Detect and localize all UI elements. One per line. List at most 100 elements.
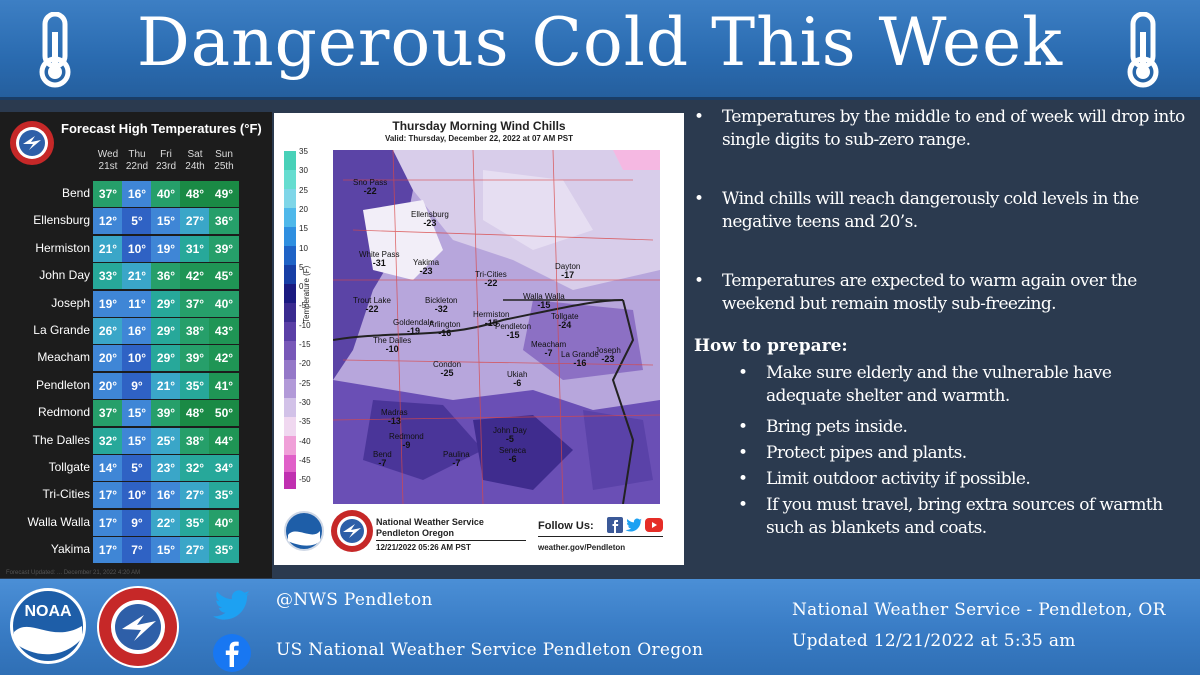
forecast-row: John Day 33° 21° 36° 42° 45° (0, 263, 272, 290)
forecast-day-name: Sat (187, 149, 203, 160)
forecast-temp-cell: 32° (93, 427, 123, 454)
legend-tick-label: -5 (299, 301, 307, 311)
forecast-temp-cell: 38° (180, 318, 210, 344)
legend-tick-label: 20 (299, 204, 308, 214)
forecast-temp-cell: 48° (180, 181, 210, 207)
map-location-name: Tollgate (551, 312, 579, 321)
office-name: National Weather Service - Pendleton, OR (792, 600, 1166, 620)
map-location-value: -6 (508, 454, 517, 464)
facebook-icon[interactable] (607, 517, 623, 533)
forecast-temp-cell: 25° (151, 427, 181, 454)
forecast-temp-cell: 10° (122, 235, 152, 262)
forecast-city: Ellensburg (33, 213, 90, 228)
forecast-temp-cell: 35° (209, 537, 239, 564)
map-location-name: Dayton (555, 262, 581, 271)
forecast-city: John Day (39, 268, 90, 283)
forecast-city: The Dalles (32, 432, 90, 447)
map-location-value: -5 (505, 434, 514, 444)
map-location-value: -13 (387, 416, 401, 426)
map-footer-org-line1: National Weather Service (376, 517, 484, 527)
forecast-city: Tri-Cities (42, 487, 90, 502)
map-location-name: Condon (433, 360, 462, 369)
forecast-day-headers: Wed 21st Thu 22nd Fri 23rd Sat 24th Sun 25th (93, 149, 267, 175)
forecast-temp-cell: 27° (180, 482, 210, 509)
twitter-icon[interactable] (625, 517, 643, 533)
forecast-temp-cell: 39° (151, 400, 181, 427)
map-location-value: -31 (372, 258, 386, 268)
legend-tick-label: -30 (299, 397, 311, 407)
wind-chill-map: Sno Pass -22 Ellensburg -23 White Pass -31 Yak… (332, 149, 661, 505)
forecast-temp-cell: 27° (180, 537, 210, 564)
map-location-name: Goldendale (393, 318, 434, 327)
prepare-heading: How to prepare: (694, 336, 848, 356)
map-location-value: -16 (438, 328, 452, 338)
map-location-label: Bend -7 (373, 450, 392, 468)
noaa-logo-icon (284, 511, 324, 551)
wind-chill-map-card: Thursday Morning Wind Chills Valid: Thur… (274, 113, 684, 565)
updated-time: Updated 12/21/2022 at 5:35 am (792, 631, 1076, 651)
forecast-temp-cell: 41° (209, 372, 239, 399)
map-footer: National Weather Service Pendleton Orego… (274, 505, 684, 565)
forecast-temp-cell: 40° (209, 509, 239, 536)
forecast-temp-cell: 39° (180, 345, 210, 372)
forecast-temp-cell: 16° (122, 318, 152, 344)
forecast-temp-cell: 10° (122, 482, 152, 509)
forecast-day-date: 23rd (155, 161, 176, 172)
forecast-footnote: Forecast Updated: ... December 21, 2022 … (6, 570, 141, 576)
forecast-temp-cell: 5° (122, 208, 152, 235)
forecast-temp-cell: 19° (151, 235, 181, 262)
map-location-value: -22 (363, 186, 377, 196)
map-location-value: -23 (601, 354, 615, 364)
follow-us-label: Follow Us: (538, 520, 594, 532)
forecast-temp-cell: 29° (151, 345, 181, 372)
forecast-title: Forecast High Temperatures (°F) (61, 121, 262, 136)
forecast-temp-cell: 20° (93, 372, 123, 399)
forecast-temp-cell: 22° (151, 509, 181, 536)
forecast-temp-cell: 29° (151, 290, 181, 317)
forecast-day-name: Fri (160, 149, 172, 160)
legend-tick-label: 0 (299, 282, 304, 292)
forecast-temp-cell: 33° (93, 263, 123, 290)
map-location-value: -15 (506, 330, 520, 340)
forecast-temp-cell: 20° (93, 345, 123, 372)
forecast-high-temps-panel: Forecast High Temperatures (°F) Wed 21st T… (0, 112, 272, 578)
map-location-label: Seneca -6 (499, 446, 526, 464)
forecast-temp-cell: 23° (151, 455, 181, 481)
twitter-icon[interactable] (210, 587, 254, 623)
forecast-city: Pendleton (35, 377, 90, 392)
map-location-name: The Dalles (373, 336, 412, 345)
map-location-name: Arlington (429, 320, 461, 329)
map-location-value: -7 (378, 458, 387, 468)
legend-tick-label: -50 (299, 475, 311, 485)
thermometer-icon (1127, 12, 1159, 88)
map-location-label: Paulina -7 (443, 450, 470, 468)
forecast-temp-cell: 48° (180, 400, 210, 427)
map-location-name: Bend (373, 450, 392, 459)
forecast-temp-cell: 36° (209, 208, 239, 235)
facebook-icon[interactable] (212, 633, 252, 673)
map-location-label: Arlington -16 (429, 320, 461, 338)
facebook-page[interactable]: US National Weather Service Pendleton Or… (276, 640, 704, 660)
forecast-temp-cell: 37° (180, 290, 210, 317)
forecast-row: Meacham 20° 10° 29° 39° 42° (0, 345, 272, 372)
forecast-temp-cell: 5° (122, 455, 152, 481)
legend-tick-label: -25 (299, 378, 311, 388)
map-location-value: -25 (440, 368, 454, 378)
bullet-text: Temperatures by the middle to end of wee… (722, 107, 1185, 150)
legend-tick-label: -45 (299, 455, 311, 465)
forecast-city: Bend (61, 186, 90, 200)
forecast-temp-cell: 15° (151, 208, 181, 235)
map-location-label: Hermiston -15 (473, 310, 509, 328)
twitter-handle[interactable]: @NWS Pendleton (276, 590, 433, 610)
prepare-text: If you must travel, bring extra sources … (766, 495, 1163, 538)
map-title: Thursday Morning Wind Chills (392, 119, 566, 133)
map-location-name: Paulina (443, 450, 470, 459)
forecast-temp-cell: 17° (93, 537, 123, 564)
website-link[interactable]: weather.gov/Pendleton (538, 543, 626, 552)
map-location-name: Ukiah (507, 370, 528, 379)
forecast-temp-cell: 9° (122, 509, 152, 536)
youtube-icon[interactable] (645, 517, 663, 533)
forecast-temp-cell: 50° (209, 400, 239, 427)
legend-tick-label: -40 (299, 436, 311, 446)
map-location-value: -23 (419, 266, 433, 276)
